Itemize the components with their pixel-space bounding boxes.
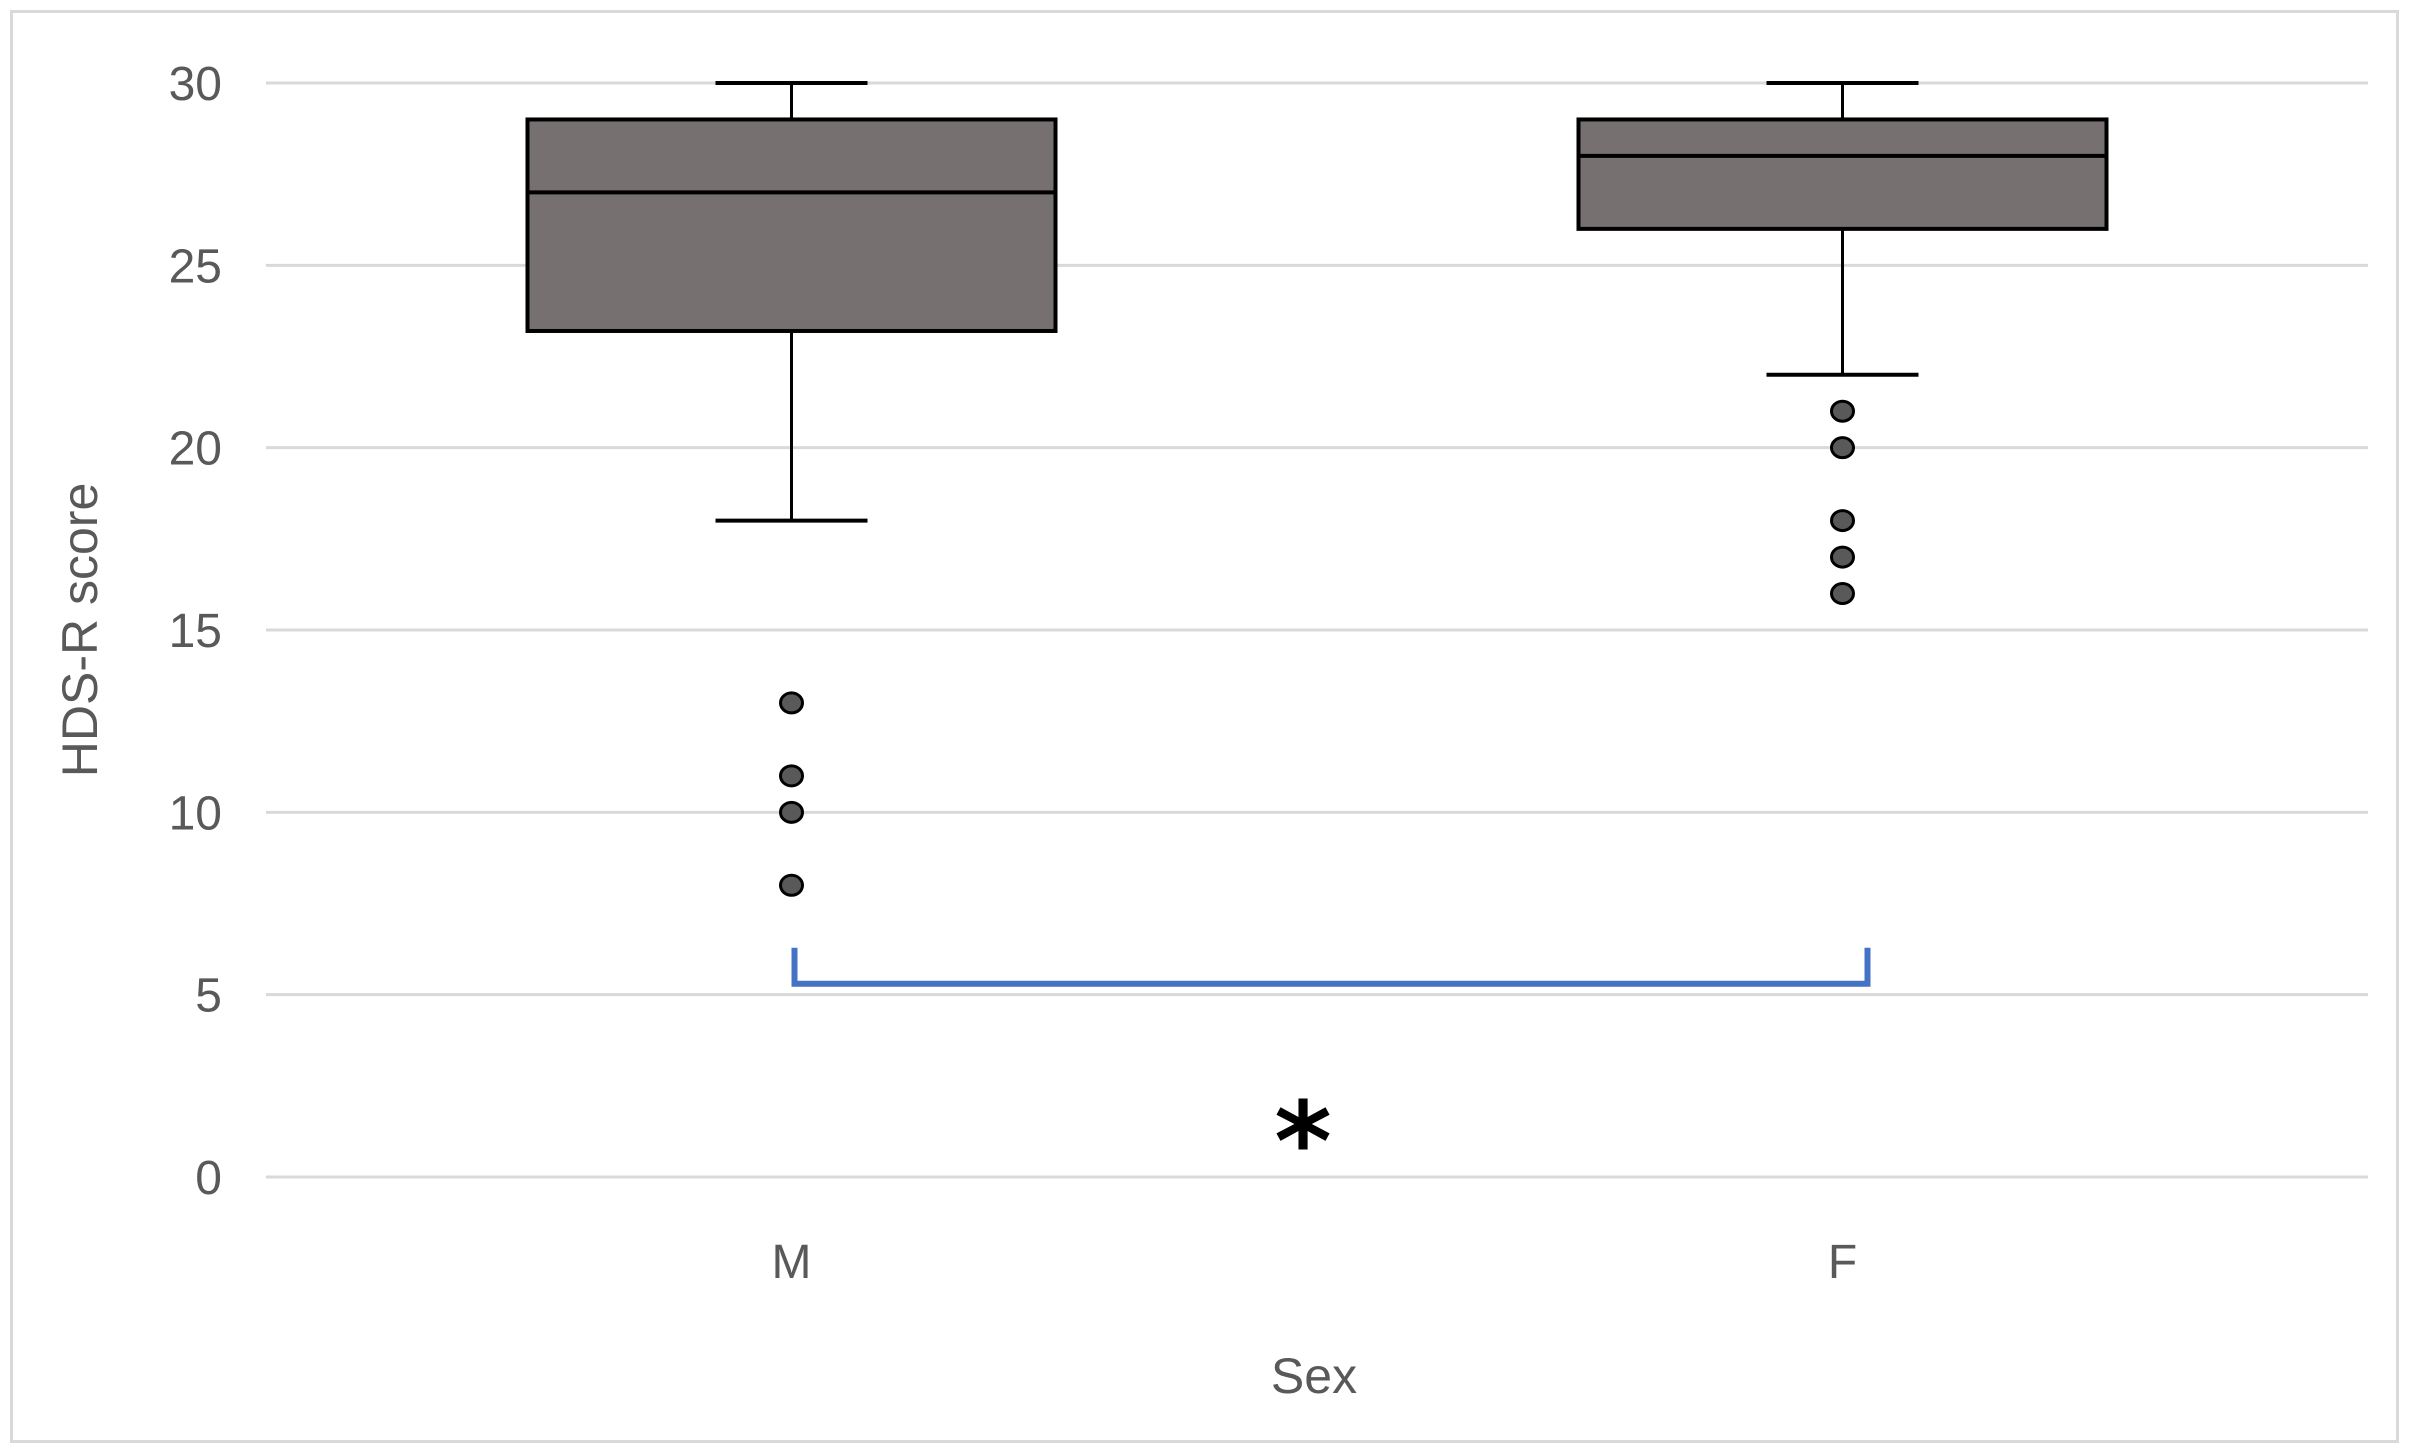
outlier-point <box>779 691 804 715</box>
outlier-point <box>779 800 804 824</box>
outlier-point <box>1830 582 1855 606</box>
grid-lines <box>266 81 2368 1179</box>
outlier-point <box>779 764 804 788</box>
y-tick-label: 20 <box>169 423 222 476</box>
iqr-box <box>525 117 1058 333</box>
y-tick-label: 30 <box>169 58 222 111</box>
significance-annotation: * <box>791 947 1871 1206</box>
outlier-point <box>1830 509 1855 533</box>
y-tick-labels: 0 5 10 15 20 25 30 <box>169 58 222 1205</box>
x-tick-label-F: F <box>1828 1236 1857 1289</box>
outlier-point <box>779 873 804 897</box>
y-axis-title: HDS-R score <box>52 483 108 777</box>
y-tick-label: 25 <box>169 240 222 293</box>
boxes <box>525 81 2109 897</box>
y-tick-label: 5 <box>195 970 222 1023</box>
x-tick-label-M: M <box>772 1236 812 1289</box>
significance-marker: * <box>1274 1078 1332 1206</box>
outlier-point <box>1830 436 1855 460</box>
iqr-box <box>1576 117 2109 231</box>
outlier-point <box>1830 545 1855 569</box>
y-tick-label: 0 <box>195 1152 222 1205</box>
chart-frame <box>10 10 2399 1443</box>
y-tick-label: 15 <box>169 605 222 658</box>
box-F <box>1576 81 2109 606</box>
y-tick-label: 10 <box>169 787 222 840</box>
significance-bracket <box>791 947 1871 987</box>
x-axis-title: Sex <box>1271 1348 1357 1404</box>
box-M <box>525 81 1058 897</box>
outlier-point <box>1830 399 1855 423</box>
